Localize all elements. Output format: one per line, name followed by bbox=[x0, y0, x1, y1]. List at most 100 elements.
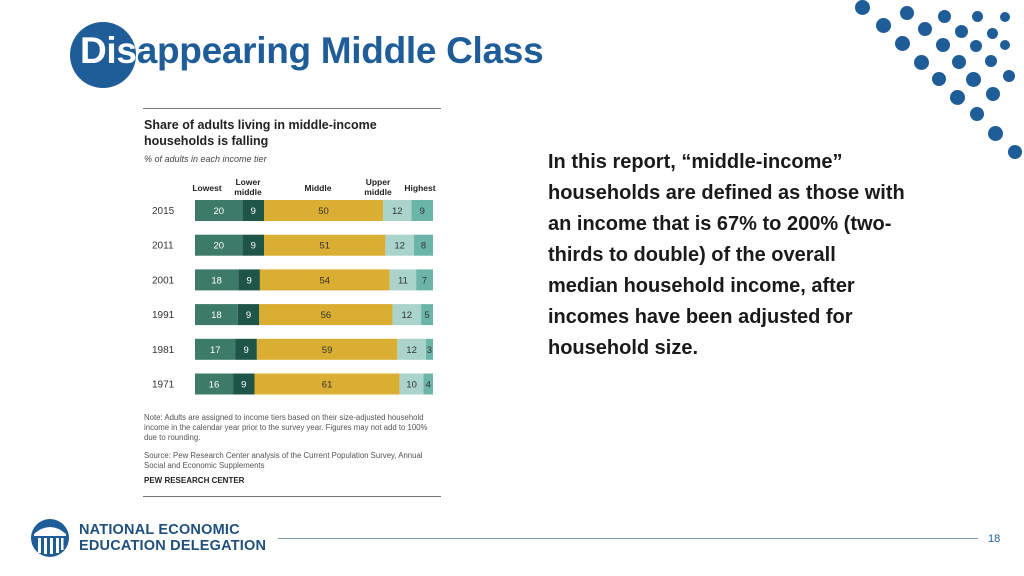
legend-lowest: Lowest bbox=[192, 183, 222, 193]
bar-segment-2001-highest bbox=[416, 269, 433, 291]
data-label-1971-lower-middle: 9 bbox=[241, 380, 246, 391]
decor-dot bbox=[876, 18, 891, 33]
bar-segment-1981-highest bbox=[425, 338, 433, 360]
legend-upper-middle: Upper middle bbox=[364, 177, 392, 197]
bar-segment-1971-lowest bbox=[195, 373, 234, 395]
year-label-2001: 2001 bbox=[152, 275, 175, 286]
bar-segment-2001-lower-middle bbox=[238, 269, 260, 291]
data-label-1991-lowest: 18 bbox=[211, 310, 222, 321]
decor-dot bbox=[1008, 145, 1022, 159]
data-label-2011-lower-middle: 9 bbox=[251, 241, 256, 252]
data-label-2015-middle: 50 bbox=[318, 206, 329, 217]
decor-dot bbox=[1000, 12, 1010, 22]
chart-note: Note: Adults are assigned to income tier… bbox=[144, 413, 428, 442]
page-title-rest: appearing Middle Class bbox=[136, 30, 544, 71]
need-logo-icon bbox=[31, 519, 69, 557]
bar-segment-2011-highest bbox=[413, 234, 433, 256]
data-label-2015-upper-middle: 12 bbox=[392, 206, 403, 217]
decor-dot bbox=[987, 28, 998, 39]
data-label-1971-highest: 4 bbox=[426, 380, 431, 391]
legend-middle: Middle bbox=[304, 183, 332, 193]
data-label-1981-middle: 59 bbox=[322, 345, 333, 356]
data-label-2011-middle: 51 bbox=[319, 241, 330, 252]
data-label-2001-highest: 7 bbox=[422, 275, 427, 286]
legend-highest: Highest bbox=[404, 183, 436, 193]
chart-source: Source: Pew Research Center analysis of … bbox=[144, 451, 423, 470]
decor-dot bbox=[855, 0, 870, 15]
data-label-1971-upper-middle: 10 bbox=[406, 380, 417, 391]
data-label-1971-lowest: 16 bbox=[209, 380, 220, 391]
bar-segment-2011-upper-middle bbox=[385, 234, 414, 256]
bar-segment-2015-highest bbox=[411, 200, 433, 221]
decor-dot bbox=[1003, 70, 1015, 82]
bar-segment-2015-lower-middle bbox=[242, 200, 265, 221]
logo-line-1: NATIONAL ECONOMIC bbox=[79, 522, 240, 538]
bar-segment-2015-middle bbox=[264, 200, 384, 221]
data-label-2011-lowest: 20 bbox=[214, 241, 225, 252]
bar-segment-2011-lowest bbox=[195, 234, 243, 256]
decor-dot bbox=[972, 11, 983, 22]
decor-dot bbox=[966, 72, 981, 87]
data-label-1981-upper-middle: 12 bbox=[406, 345, 417, 356]
definition-text: In this report, “middle-income” househol… bbox=[548, 151, 905, 359]
page-title-highlight: Dis bbox=[80, 30, 137, 71]
bar-segment-1981-upper-middle bbox=[397, 338, 426, 360]
bar-segment-1981-lowest bbox=[195, 338, 236, 360]
page-title: Disappearing Middle Class bbox=[80, 30, 544, 72]
year-label-2011: 2011 bbox=[152, 241, 174, 252]
bar-segment-1991-middle bbox=[259, 304, 393, 326]
data-label-1981-lower-middle: 9 bbox=[244, 345, 249, 356]
legend-lower-middle: Lower middle bbox=[234, 177, 262, 197]
data-label-2015-lowest: 20 bbox=[214, 206, 225, 217]
logo-line-2: EDUCATION DELEGATION bbox=[79, 538, 267, 554]
bar-segment-2015-upper-middle bbox=[383, 200, 412, 221]
title-accent-circle bbox=[70, 22, 136, 88]
decor-dot bbox=[955, 25, 968, 38]
year-label-2015: 2015 bbox=[152, 206, 175, 217]
data-label-2015-lower-middle: 9 bbox=[251, 206, 256, 217]
bar-segment-1971-lower-middle bbox=[233, 373, 255, 395]
decor-dot bbox=[986, 87, 1000, 101]
chart-title: Share of adults living in middle-income … bbox=[144, 118, 377, 148]
decor-dot bbox=[985, 55, 997, 67]
data-label-1991-highest: 5 bbox=[424, 310, 429, 321]
bar-segment-1991-lower-middle bbox=[237, 304, 260, 326]
organization-logo-text: NATIONAL ECONOMIC EDUCATION DELEGATION bbox=[79, 522, 266, 554]
year-label-1971: 1971 bbox=[152, 380, 175, 391]
data-label-2001-lower-middle: 9 bbox=[246, 275, 251, 286]
year-label-1981: 1981 bbox=[152, 345, 175, 356]
decor-dot bbox=[936, 38, 950, 52]
chart-credit: PEW RESEARCH CENTER bbox=[144, 476, 245, 485]
bar-segment-1991-upper-middle bbox=[392, 304, 422, 326]
year-label-1991: 1991 bbox=[152, 310, 175, 321]
bar-segment-2001-upper-middle bbox=[389, 269, 417, 291]
decor-dot bbox=[970, 107, 984, 121]
chart-subtitle: % of adults in each income tier bbox=[144, 154, 267, 164]
bar-segment-2001-lowest bbox=[195, 269, 239, 291]
bar-segment-2011-middle bbox=[264, 234, 386, 256]
decor-dot bbox=[1000, 40, 1010, 50]
decor-dot bbox=[938, 10, 951, 23]
data-label-2011-highest: 8 bbox=[421, 241, 426, 252]
data-label-1981-highest: 3 bbox=[427, 345, 432, 356]
decor-dot bbox=[900, 6, 914, 20]
bar-segment-2011-lower-middle bbox=[242, 234, 265, 256]
bar-segment-1971-highest bbox=[423, 373, 433, 395]
data-label-1991-lower-middle: 9 bbox=[246, 310, 251, 321]
decor-dot bbox=[952, 55, 966, 69]
chart-panel: Share of adults living in middle-income … bbox=[143, 108, 441, 498]
data-label-2001-upper-middle: 11 bbox=[398, 275, 408, 286]
decor-dot bbox=[914, 55, 929, 70]
page-number: 18 bbox=[988, 533, 1001, 545]
decor-dot bbox=[970, 40, 982, 52]
data-label-2011-upper-middle: 12 bbox=[394, 241, 405, 252]
decor-dot bbox=[918, 22, 932, 36]
bar-segment-1981-lower-middle bbox=[235, 338, 257, 360]
decor-dot bbox=[932, 72, 946, 86]
bar-segment-2015-lowest bbox=[195, 200, 243, 221]
data-label-2015-highest: 9 bbox=[420, 206, 425, 217]
data-label-1971-middle: 61 bbox=[322, 380, 333, 391]
data-label-1991-upper-middle: 12 bbox=[402, 310, 413, 321]
data-label-2001-middle: 54 bbox=[320, 275, 331, 286]
bar-segment-2001-middle bbox=[259, 269, 390, 291]
